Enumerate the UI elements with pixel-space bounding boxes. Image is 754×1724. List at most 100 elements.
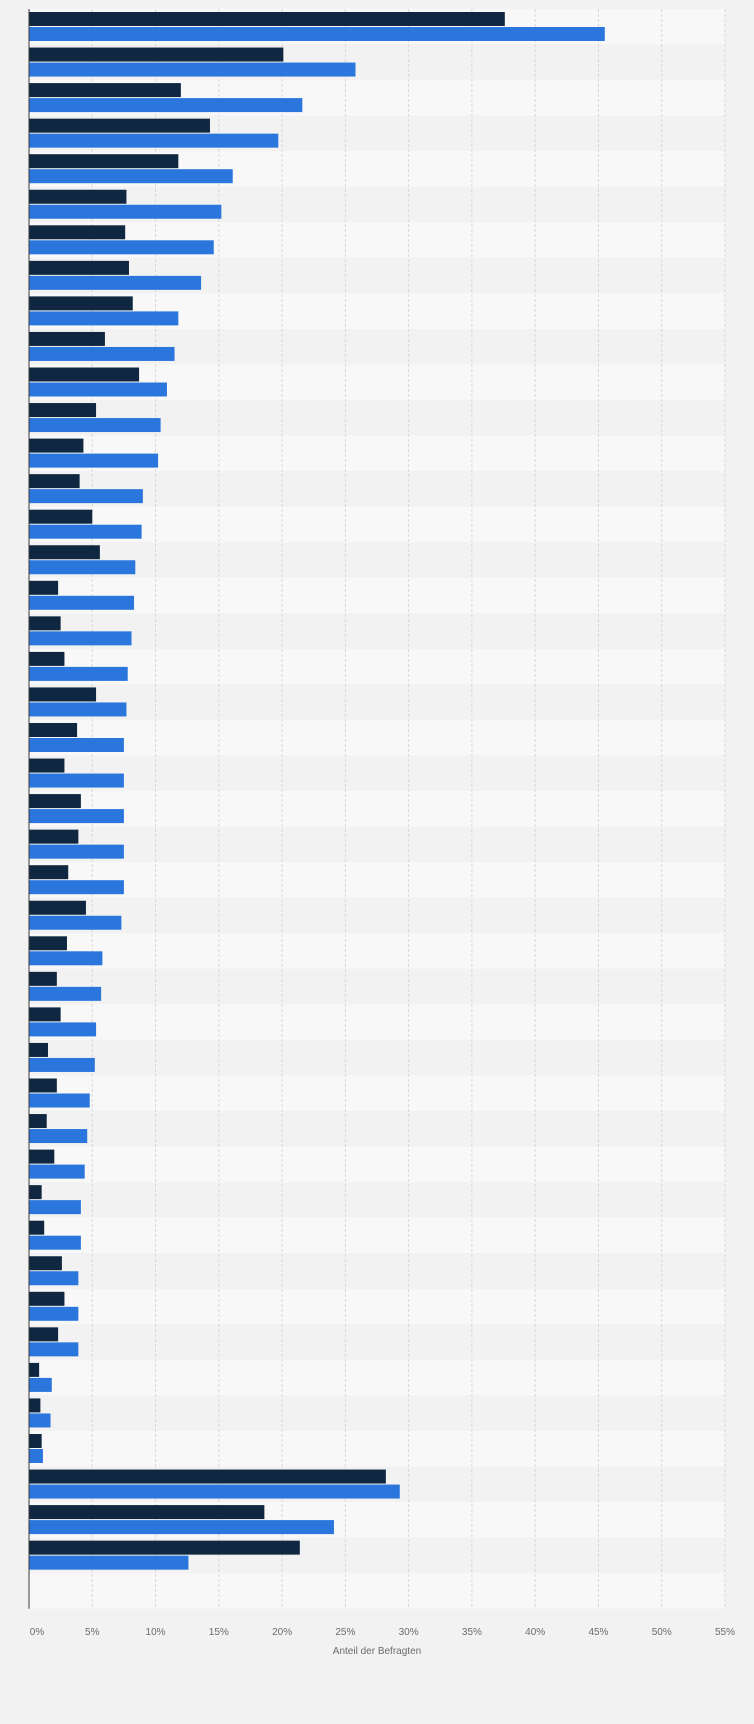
row-band: [29, 968, 725, 1005]
bar-series-2: [29, 489, 143, 504]
bar-series-1: [29, 971, 57, 986]
bars: [29, 12, 605, 1570]
bar-series-2: [29, 1022, 97, 1037]
bar-series-1: [29, 1362, 40, 1377]
bar-series-2: [29, 702, 127, 717]
bar-series-2: [29, 1413, 51, 1428]
x-tick-label: 5%: [85, 1627, 100, 1638]
bar-series-2: [29, 382, 167, 397]
row-band: [29, 1146, 725, 1183]
row-band: [29, 1217, 725, 1254]
bar-series-2: [29, 275, 202, 290]
bar-series-1: [29, 865, 69, 880]
bar-series-1: [29, 1505, 265, 1520]
bar-series-1: [29, 794, 81, 809]
row-band: [29, 1253, 725, 1289]
bar-series-1: [29, 829, 79, 844]
bar-series-2: [29, 1484, 400, 1499]
x-tick-label: 30%: [399, 1627, 419, 1638]
bar-series-1: [29, 936, 67, 951]
bar-series-2: [29, 1129, 88, 1144]
bar-series-1: [29, 580, 59, 595]
row-band: [29, 684, 725, 720]
bar-series-2: [29, 809, 124, 824]
bar-series-2: [29, 1200, 81, 1215]
row-band: [29, 933, 725, 969]
bar-series-2: [29, 986, 102, 1001]
bar-series-2: [29, 631, 132, 646]
bar-series-1: [29, 154, 179, 169]
bar-series-1: [29, 1540, 300, 1555]
bar-series-2: [29, 240, 214, 255]
row-band: [29, 862, 725, 898]
bar-series-1: [29, 1042, 48, 1057]
bar-series-2: [29, 1449, 43, 1463]
bar-series-1: [29, 651, 65, 666]
bar-series-2: [29, 169, 233, 184]
bar-series-1: [29, 260, 129, 275]
bar-series-1: [29, 758, 65, 773]
bar-series-2: [29, 98, 303, 113]
bar-series-2: [29, 346, 175, 361]
row-band: [29, 1182, 725, 1218]
bar-series-2: [29, 1235, 81, 1250]
row-band: [29, 791, 725, 827]
bar-series-1: [29, 296, 133, 311]
bar-series-1: [29, 1220, 45, 1235]
bar-series-1: [29, 47, 284, 62]
x-tick-label: 35%: [462, 1627, 482, 1638]
bar-series-1: [29, 438, 84, 453]
bar-series-2: [29, 524, 142, 539]
row-band: [29, 1324, 725, 1360]
bar-series-2: [29, 453, 159, 468]
bar-series-2: [29, 133, 279, 148]
bar-series-1: [29, 225, 126, 240]
bar-series-1: [29, 616, 61, 631]
row-band: [29, 577, 725, 614]
x-tick-label: 55%: [715, 1627, 735, 1638]
bar-series-2: [29, 1271, 79, 1286]
x-tick-label: 45%: [588, 1627, 608, 1638]
bar-series-2: [29, 311, 179, 326]
gridlines: [91, 9, 726, 1609]
row-band: [29, 826, 725, 863]
bar-series-2: [29, 560, 136, 575]
bar-series-1: [29, 474, 80, 489]
row-band: [29, 1359, 725, 1396]
row-band: [29, 720, 725, 756]
bar-series-1: [29, 1114, 47, 1129]
bar-series-2: [29, 1555, 189, 1570]
row-band: [29, 1395, 725, 1431]
bar-series-2: [29, 1520, 334, 1535]
bar-series-1: [29, 1007, 61, 1022]
bar-series-1: [29, 1327, 59, 1342]
x-tick-label: 20%: [272, 1627, 292, 1638]
bar-series-2: [29, 27, 605, 41]
x-tick-label: 50%: [652, 1627, 672, 1638]
bar-series-2: [29, 951, 103, 966]
row-band: [29, 613, 725, 649]
row-band: [29, 1004, 725, 1040]
bar-series-1: [29, 1291, 65, 1306]
row-band: [29, 897, 725, 934]
row-band: [29, 1573, 725, 1609]
row-band: [29, 542, 725, 578]
bar-series-1: [29, 1434, 42, 1448]
bar-series-2: [29, 1377, 52, 1392]
bar-series-1: [29, 1078, 57, 1093]
row-band: [29, 755, 725, 792]
bar-series-1: [29, 83, 181, 98]
bar-series-2: [29, 844, 124, 859]
bar-series-1: [29, 545, 100, 560]
bar-series-1: [29, 1185, 42, 1200]
bar-series-2: [29, 1093, 90, 1108]
bar-series-1: [29, 687, 97, 702]
row-band: [29, 1075, 725, 1112]
bar-series-1: [29, 403, 97, 418]
x-axis-title: Anteil der Befragten: [333, 1646, 421, 1657]
row-band: [29, 648, 725, 685]
bar-series-1: [29, 1469, 386, 1484]
bar-series-2: [29, 915, 122, 930]
